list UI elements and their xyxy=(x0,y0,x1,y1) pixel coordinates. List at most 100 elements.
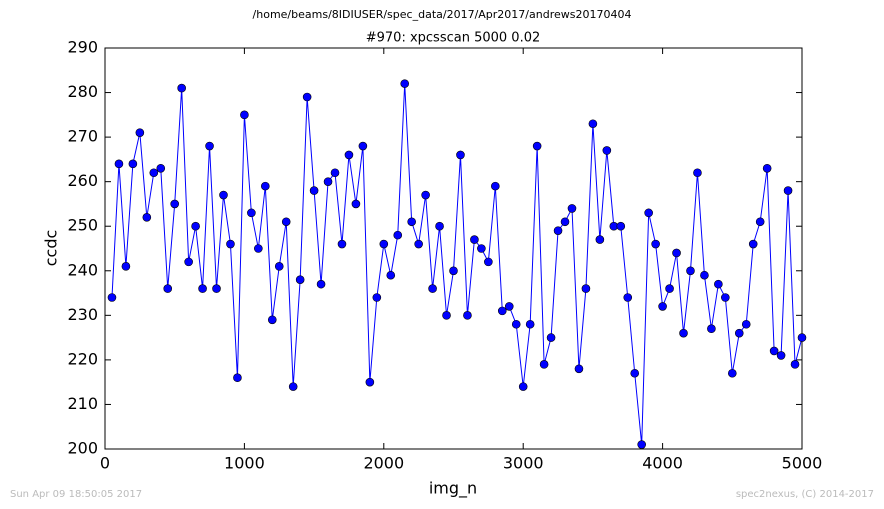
data-point xyxy=(714,279,723,289)
data-point xyxy=(114,159,124,169)
x-tick-label: 2000 xyxy=(363,454,404,473)
data-point xyxy=(672,248,681,258)
data-point xyxy=(497,306,507,316)
data-point xyxy=(665,284,674,293)
data-point xyxy=(727,368,737,378)
data-point xyxy=(623,293,633,302)
data-point xyxy=(518,382,528,391)
data-point xyxy=(602,146,612,155)
x-axis-label: img_n xyxy=(429,479,477,499)
data-point xyxy=(302,92,312,102)
data-point xyxy=(156,164,166,173)
data-point xyxy=(790,360,800,369)
data-point xyxy=(365,377,375,387)
data-point xyxy=(707,324,716,334)
data-point xyxy=(734,328,744,338)
data-point xyxy=(700,270,709,280)
data-point xyxy=(121,262,131,271)
data-point xyxy=(163,284,173,293)
data-point xyxy=(323,177,333,186)
data-point xyxy=(553,226,563,235)
data-point xyxy=(254,244,263,253)
data-point xyxy=(741,319,751,329)
data-point xyxy=(456,150,465,160)
data-point xyxy=(351,199,361,209)
x-tick-label: 3000 xyxy=(503,454,544,473)
data-point xyxy=(581,284,591,293)
data-point xyxy=(442,311,451,320)
data-point xyxy=(170,199,179,209)
data-point xyxy=(400,79,410,88)
data-point xyxy=(595,235,605,244)
y-tick-label: 200 xyxy=(67,439,98,458)
data-point xyxy=(330,168,340,178)
data-point xyxy=(539,360,549,369)
x-tick-label: 1000 xyxy=(224,454,265,473)
data-point xyxy=(651,239,660,249)
data-point xyxy=(546,333,556,342)
chart-title: #970: xpcsscan 5000 0.02 xyxy=(366,31,541,46)
data-point xyxy=(616,221,626,231)
data-point xyxy=(309,186,319,195)
data-point xyxy=(212,284,221,293)
suptitle: /home/beams/8IDIUSER/spec_data/2017/Apr2… xyxy=(253,8,632,21)
data-point xyxy=(142,213,152,222)
y-tick-label: 290 xyxy=(67,38,98,57)
y-tick-label: 250 xyxy=(67,216,98,235)
data-point xyxy=(560,217,570,227)
data-point xyxy=(428,284,437,293)
data-point xyxy=(721,293,730,302)
data-point xyxy=(107,293,117,302)
data-point xyxy=(414,239,423,249)
data-point xyxy=(226,239,235,249)
data-point xyxy=(379,239,389,249)
data-point xyxy=(386,270,396,280)
x-tick-label: 5000 xyxy=(782,454,823,473)
data-point xyxy=(491,181,500,191)
data-point xyxy=(219,190,228,200)
y-tick-label: 260 xyxy=(67,171,98,190)
data-point xyxy=(470,235,479,244)
data-point xyxy=(504,302,514,311)
data-point xyxy=(274,262,284,271)
data-point xyxy=(267,315,277,325)
data-point xyxy=(281,217,291,227)
x-tick-label: 0 xyxy=(100,454,110,473)
data-point xyxy=(128,159,138,169)
y-tick-label: 240 xyxy=(67,260,98,279)
data-point xyxy=(358,141,368,151)
y-tick-label: 230 xyxy=(67,305,98,324)
data-point xyxy=(372,293,382,302)
data-point xyxy=(261,181,270,191)
data-point xyxy=(247,208,256,218)
data-point xyxy=(344,150,354,160)
data-point xyxy=(686,266,695,276)
plot-frame xyxy=(104,47,803,450)
data-point xyxy=(407,217,416,227)
data-point xyxy=(149,168,159,178)
data-point xyxy=(783,186,793,195)
data-point xyxy=(435,221,444,231)
data-point xyxy=(337,239,347,249)
data-point xyxy=(658,302,667,311)
data-point xyxy=(776,351,786,360)
data-point xyxy=(567,204,577,213)
data-point xyxy=(748,239,758,249)
y-tick-label: 220 xyxy=(67,349,98,368)
data-point xyxy=(588,119,598,129)
data-point xyxy=(233,373,242,383)
data-point xyxy=(295,275,305,284)
series-line xyxy=(111,83,803,445)
data-point xyxy=(205,141,214,151)
data-point xyxy=(630,368,640,378)
data-point xyxy=(288,382,298,391)
data-point xyxy=(755,217,765,227)
data-point xyxy=(679,328,688,338)
y-tick-label: 280 xyxy=(67,82,98,101)
data-point xyxy=(240,110,249,120)
data-point xyxy=(532,141,542,151)
y-tick-label: 210 xyxy=(67,394,98,413)
data-point xyxy=(574,364,584,374)
data-point xyxy=(449,266,458,276)
